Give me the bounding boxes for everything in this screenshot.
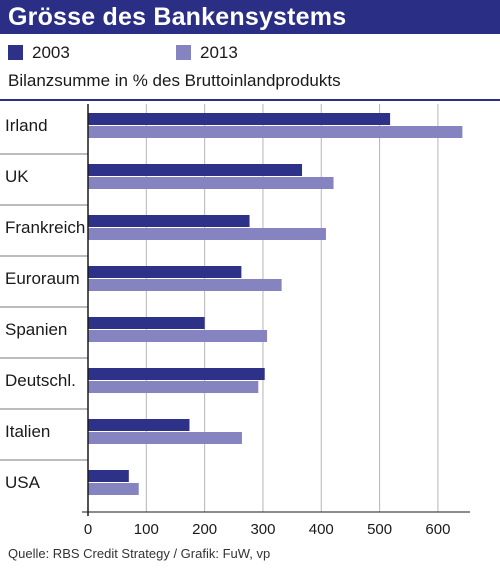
source-note: Quelle: RBS Credit Strategy / Grafik: Fu… [8,546,271,561]
bar-2003-deutschl [88,368,265,380]
legend-swatch-2003 [8,45,23,60]
category-label: Euroraum [5,269,80,288]
category-label: UK [5,167,29,186]
bar-2003-euroraum [88,266,242,278]
bar-2003-spanien [88,317,205,329]
bar-2003-italien [88,419,190,431]
bar-2003-irland [88,113,391,125]
x-tick-label: 0 [84,521,92,538]
category-label: Deutschl. [5,371,76,390]
category-label: Italien [5,422,50,441]
bar-2013-frankreich [88,228,326,240]
category-label: USA [5,473,41,492]
bar-2003-uk [88,164,303,176]
bar-2013-euroraum [88,279,282,291]
chart-subtitle: Bilanzsumme in % des Bruttoinlandprodukt… [8,71,341,90]
bar-2003-usa [88,470,129,482]
bar-2013-deutschl [88,381,259,393]
bar-2013-spanien [88,330,268,342]
category-label: Irland [5,116,48,135]
legend-label-2003: 2003 [32,43,70,62]
x-tick-label: 200 [192,521,217,538]
category-label: Spanien [5,320,67,339]
chart-title: Grösse des Bankensystems [8,3,347,31]
legend-swatch-2013 [176,45,191,60]
bar-2013-irland [88,126,463,138]
x-tick-label: 400 [309,521,334,538]
x-tick-label: 300 [250,521,275,538]
x-tick-label: 500 [367,521,392,538]
x-tick-label: 600 [425,521,450,538]
bar-2013-italien [88,432,242,444]
header-rule [0,99,500,101]
bar-2003-frankreich [88,215,250,227]
bar-2013-uk [88,177,334,189]
bar-2013-usa [88,483,139,495]
category-label: Frankreich [5,218,85,237]
title-bar: Grösse des Bankensystems [0,0,500,34]
legend-label-2013: 2013 [200,43,238,62]
x-tick-label: 100 [134,521,159,538]
